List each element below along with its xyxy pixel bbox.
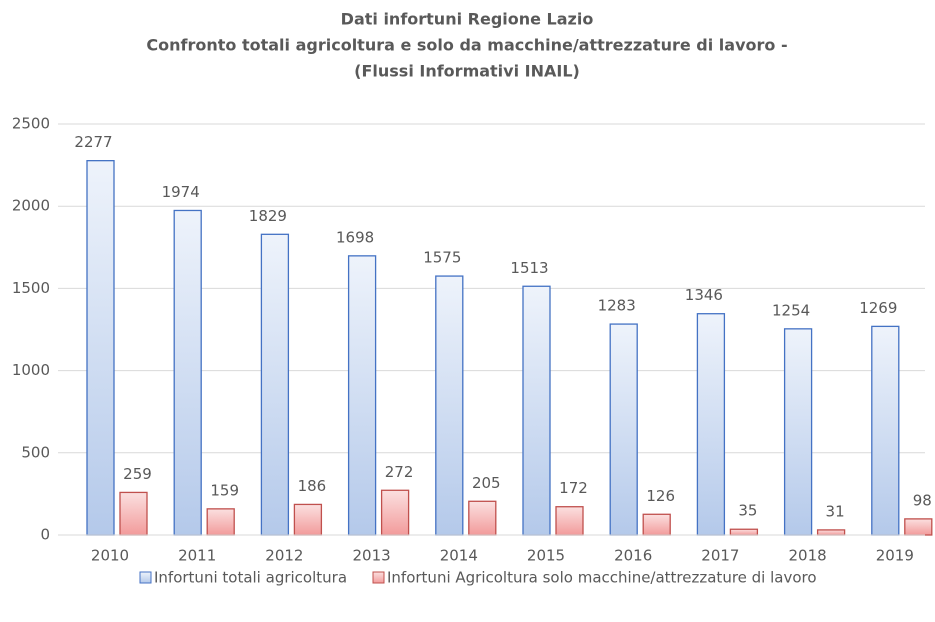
y-tick-label: 2500 (12, 115, 50, 133)
y-tick-label: 0 (40, 526, 50, 544)
bar (380, 489, 410, 536)
value-label: 2277 (74, 133, 112, 151)
bar (729, 528, 759, 536)
y-tick-label: 1000 (12, 361, 50, 379)
value-label: 1283 (598, 297, 636, 315)
bar (293, 503, 323, 536)
value-label: 1829 (249, 207, 287, 225)
x-tick-label: 2011 (178, 547, 216, 565)
bar (468, 500, 497, 536)
value-label: 259 (123, 465, 152, 483)
value-label: 186 (298, 477, 327, 495)
bar (642, 513, 671, 536)
bar (522, 285, 551, 536)
x-tick-label: 2017 (701, 547, 739, 565)
chart-title: Dati infortuni Regione Lazio (341, 10, 594, 29)
value-label: 172 (559, 479, 588, 497)
legend-swatch (372, 571, 385, 584)
bar (435, 275, 464, 536)
bar (696, 313, 726, 536)
legend-label: Infortuni Agricoltura solo macchine/attr… (387, 569, 817, 587)
value-label: 1513 (510, 259, 548, 277)
legend-label: Infortuni totali agricoltura (154, 569, 347, 587)
bar (173, 209, 202, 536)
bar (86, 160, 115, 536)
value-label: 1254 (772, 301, 810, 319)
value-label: 272 (385, 463, 414, 481)
bar (904, 518, 933, 536)
x-tick-label: 2019 (876, 547, 914, 565)
y-tick-label: 1500 (12, 279, 50, 297)
bar (783, 328, 813, 536)
legend-swatch (139, 571, 152, 584)
chart-title: (Flussi Informativi INAIL) (354, 62, 580, 81)
bar (119, 491, 148, 536)
chart-title: Confronto totali agricoltura e solo da m… (146, 36, 787, 55)
x-tick-label: 2015 (527, 547, 565, 565)
x-tick-label: 2016 (614, 547, 652, 565)
bar (206, 508, 235, 536)
value-label: 159 (210, 481, 239, 499)
value-label: 1269 (859, 299, 897, 317)
value-label: 1698 (336, 228, 374, 246)
value-label: 1575 (423, 249, 461, 267)
value-label: 126 (646, 487, 675, 505)
x-tick-label: 2014 (440, 547, 478, 565)
x-tick-label: 2012 (265, 547, 303, 565)
x-tick-label: 2010 (91, 547, 129, 565)
bar (609, 323, 638, 536)
value-label: 98 (913, 491, 932, 509)
bar (871, 325, 900, 536)
y-tick-label: 500 (21, 443, 50, 461)
value-label: 1346 (685, 286, 723, 304)
bar (816, 529, 846, 536)
value-label: 205 (472, 474, 501, 492)
y-tick-label: 2000 (12, 197, 50, 215)
value-label: 35 (738, 502, 757, 520)
value-label: 31 (826, 502, 845, 520)
bar (555, 506, 584, 536)
value-label: 1974 (162, 183, 200, 201)
x-tick-label: 2013 (353, 547, 391, 565)
bar (260, 233, 290, 536)
bar (347, 255, 377, 536)
x-tick-label: 2018 (789, 547, 827, 565)
